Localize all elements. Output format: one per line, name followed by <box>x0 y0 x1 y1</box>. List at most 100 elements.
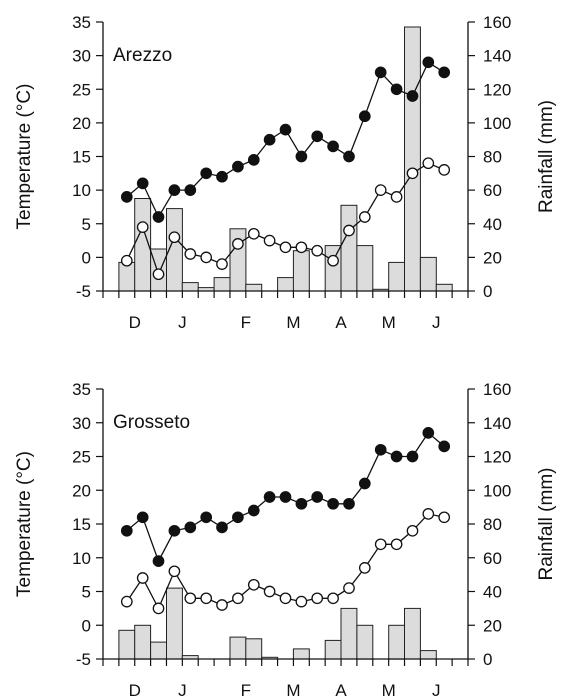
data-point <box>247 504 260 517</box>
data-point <box>390 450 403 463</box>
data-point <box>406 167 419 180</box>
data-point <box>200 511 213 524</box>
left-axis-title: Temperature (°C) <box>14 84 35 230</box>
month-label: M <box>382 681 396 700</box>
rainfall-bar <box>245 638 263 660</box>
data-point <box>279 491 292 503</box>
rainfall-bar <box>245 283 263 292</box>
right-tick-label: 100 <box>483 114 511 133</box>
data-point <box>263 585 276 598</box>
data-point <box>358 562 371 574</box>
rainfall-bar <box>388 624 406 660</box>
rainfall-bar <box>324 245 342 292</box>
right-tick-label: 80 <box>483 148 502 167</box>
data-point <box>295 497 308 510</box>
data-point <box>232 592 244 605</box>
left-tick-label: 25 <box>72 448 91 467</box>
data-point <box>216 521 228 534</box>
data-point <box>374 538 387 551</box>
right-tick-label: 140 <box>483 47 511 66</box>
station-label: Arezzo <box>113 45 172 66</box>
data-point <box>295 241 308 254</box>
data-point <box>311 491 324 503</box>
data-point <box>152 555 165 567</box>
month-label: F <box>241 681 251 700</box>
left-tick-label: 35 <box>72 13 91 32</box>
series-tmax <box>120 427 451 567</box>
right-tick-label: 0 <box>483 282 492 301</box>
left-tick-label: 35 <box>72 380 91 399</box>
left-tick-label: 25 <box>72 80 91 99</box>
data-point <box>438 164 451 176</box>
data-point <box>438 511 451 524</box>
rainfall-bar <box>181 282 199 292</box>
month-label: J <box>178 681 187 700</box>
month-label: M <box>382 313 396 332</box>
data-point <box>120 595 133 608</box>
data-point <box>390 191 403 203</box>
rainfall-bar <box>435 283 453 292</box>
data-point <box>327 497 339 510</box>
left-tick-label: 30 <box>72 47 91 66</box>
data-point <box>279 592 292 605</box>
data-point <box>247 578 260 591</box>
data-point <box>343 224 355 237</box>
rainfall-bars <box>118 587 437 660</box>
data-point <box>247 154 260 166</box>
data-point <box>200 167 213 180</box>
data-point <box>374 184 387 196</box>
chart-panel-arezzo: -5 0 5 10 15 20 25 30 35 0 20 40 60 80 100 120 140 160 D J F… <box>14 13 557 332</box>
right-tick-label: 60 <box>483 549 502 568</box>
data-point <box>263 234 276 247</box>
right-tick-label: 160 <box>483 13 511 32</box>
rainfall-bar <box>356 245 374 292</box>
left-tick-label: 20 <box>72 481 91 500</box>
rainfall-bar <box>388 261 406 292</box>
rainfall-bar <box>292 250 310 292</box>
left-tick-label: 0 <box>82 248 91 267</box>
data-point <box>422 427 435 439</box>
rainfall-bar <box>404 26 421 292</box>
data-point <box>263 491 276 503</box>
data-point <box>232 160 244 173</box>
left-tick-label: 10 <box>72 549 91 568</box>
left-tick-label: -5 <box>76 282 91 301</box>
data-point <box>184 592 197 605</box>
data-point <box>168 524 181 537</box>
left-tick-label: 20 <box>72 114 91 133</box>
right-tick-label: 40 <box>483 583 502 602</box>
data-point <box>311 244 324 257</box>
rainfall-bar <box>166 587 183 660</box>
data-point <box>374 66 387 79</box>
data-point <box>327 140 339 153</box>
data-point <box>327 592 339 605</box>
data-point <box>247 227 260 240</box>
data-point <box>327 254 339 267</box>
data-point <box>168 565 181 578</box>
data-point <box>422 508 435 520</box>
left-tick-label: 15 <box>72 148 91 167</box>
data-point <box>358 477 371 490</box>
month-label: J <box>432 681 441 700</box>
data-point <box>184 521 197 534</box>
data-point <box>120 254 133 267</box>
rainfall-bar <box>340 607 358 660</box>
data-point <box>136 511 149 524</box>
right-tick-label: 100 <box>483 481 511 500</box>
rainfall-bar <box>419 256 437 292</box>
month-label: A <box>335 313 347 332</box>
right-tick-label: 20 <box>483 248 502 267</box>
month-label: M <box>286 313 300 332</box>
rainfall-bar <box>404 607 421 660</box>
month-label: F <box>241 313 251 332</box>
left-tick-label: 15 <box>72 515 91 534</box>
left-tick-label: 5 <box>82 215 91 234</box>
data-point <box>136 221 149 233</box>
left-tick-label: 30 <box>72 414 91 433</box>
right-tick-label: 40 <box>483 215 502 234</box>
month-label: J <box>432 313 441 332</box>
month-label: A <box>335 681 347 700</box>
right-tick-label: 120 <box>483 448 511 467</box>
series-tmax <box>120 56 451 223</box>
rainfall-bar <box>150 641 168 660</box>
